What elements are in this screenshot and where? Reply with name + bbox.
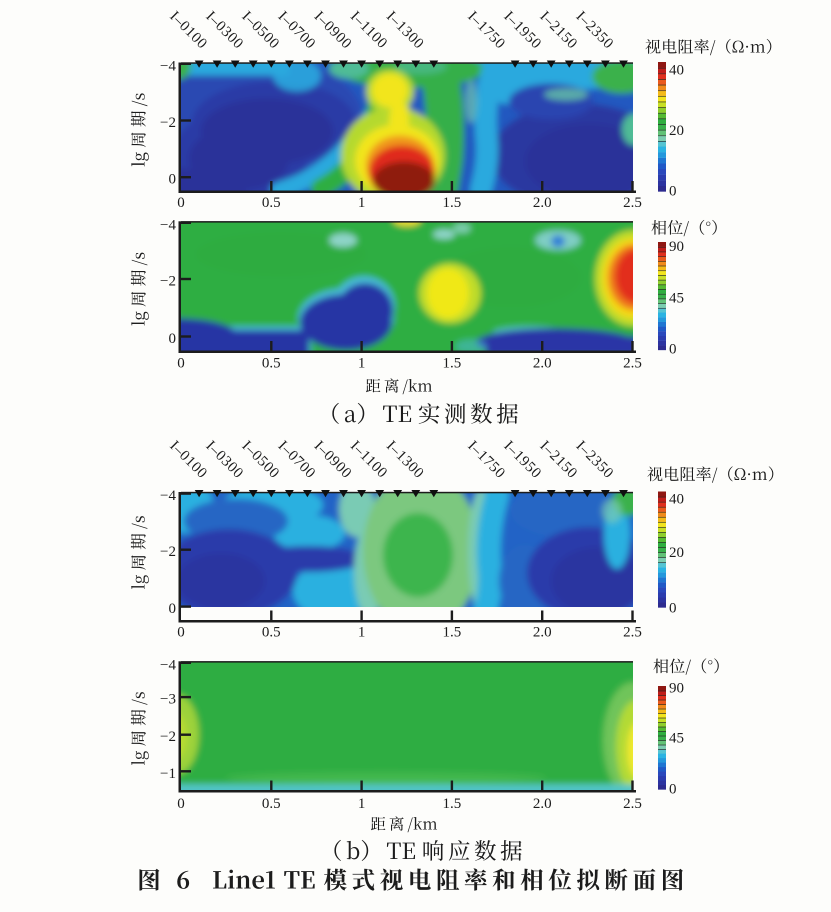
svg-text:0: 0 (669, 782, 677, 798)
svg-text:90: 90 (669, 681, 684, 697)
svg-text:0: 0 (669, 342, 677, 358)
svg-text:20: 20 (669, 545, 684, 561)
svg-text:2.5: 2.5 (623, 796, 642, 812)
svg-text:−2: −2 (160, 274, 176, 290)
svg-text:0.5: 0.5 (262, 625, 281, 641)
svg-text:0.5: 0.5 (262, 356, 281, 372)
svg-text:−2: −2 (160, 544, 176, 560)
svg-text:20: 20 (669, 123, 684, 139)
svg-text:45: 45 (669, 291, 684, 307)
svg-text:0: 0 (169, 331, 177, 347)
svg-text:0: 0 (177, 356, 185, 372)
svg-text:1: 1 (358, 625, 366, 641)
svg-text:1: 1 (358, 356, 366, 372)
svg-text:1.5: 1.5 (443, 356, 462, 372)
svg-text:−2: −2 (160, 729, 176, 745)
svg-text:2.0: 2.0 (533, 796, 552, 812)
svg-text:−4: −4 (160, 58, 176, 74)
svg-text:1: 1 (358, 195, 366, 211)
svg-text:40: 40 (669, 63, 684, 79)
svg-text:0: 0 (177, 796, 185, 812)
svg-text:−4: −4 (160, 488, 176, 504)
svg-text:−4: −4 (160, 217, 176, 233)
svg-text:1: 1 (358, 796, 366, 812)
svg-text:1.5: 1.5 (443, 195, 462, 211)
svg-text:0: 0 (169, 172, 177, 188)
svg-text:0: 0 (177, 625, 185, 641)
svg-text:−2: −2 (160, 115, 176, 131)
svg-text:0: 0 (669, 601, 677, 617)
svg-text:2.5: 2.5 (623, 625, 642, 641)
svg-text:0.5: 0.5 (262, 796, 281, 812)
svg-text:1.5: 1.5 (443, 625, 462, 641)
svg-text:2.0: 2.0 (533, 625, 552, 641)
svg-text:1.5: 1.5 (443, 796, 462, 812)
svg-text:2.0: 2.0 (533, 356, 552, 372)
svg-text:−1: −1 (160, 766, 176, 782)
svg-text:90: 90 (669, 239, 684, 255)
svg-text:0.5: 0.5 (262, 195, 281, 211)
svg-text:2.5: 2.5 (623, 356, 642, 372)
svg-text:2.0: 2.0 (533, 195, 552, 211)
svg-text:0: 0 (669, 184, 677, 200)
svg-text:0: 0 (177, 195, 185, 211)
svg-text:0: 0 (169, 601, 177, 617)
svg-text:40: 40 (669, 492, 684, 508)
svg-text:45: 45 (669, 731, 684, 747)
svg-text:−4: −4 (160, 657, 176, 673)
svg-text:−3: −3 (160, 692, 176, 708)
svg-text:2.5: 2.5 (623, 195, 642, 211)
